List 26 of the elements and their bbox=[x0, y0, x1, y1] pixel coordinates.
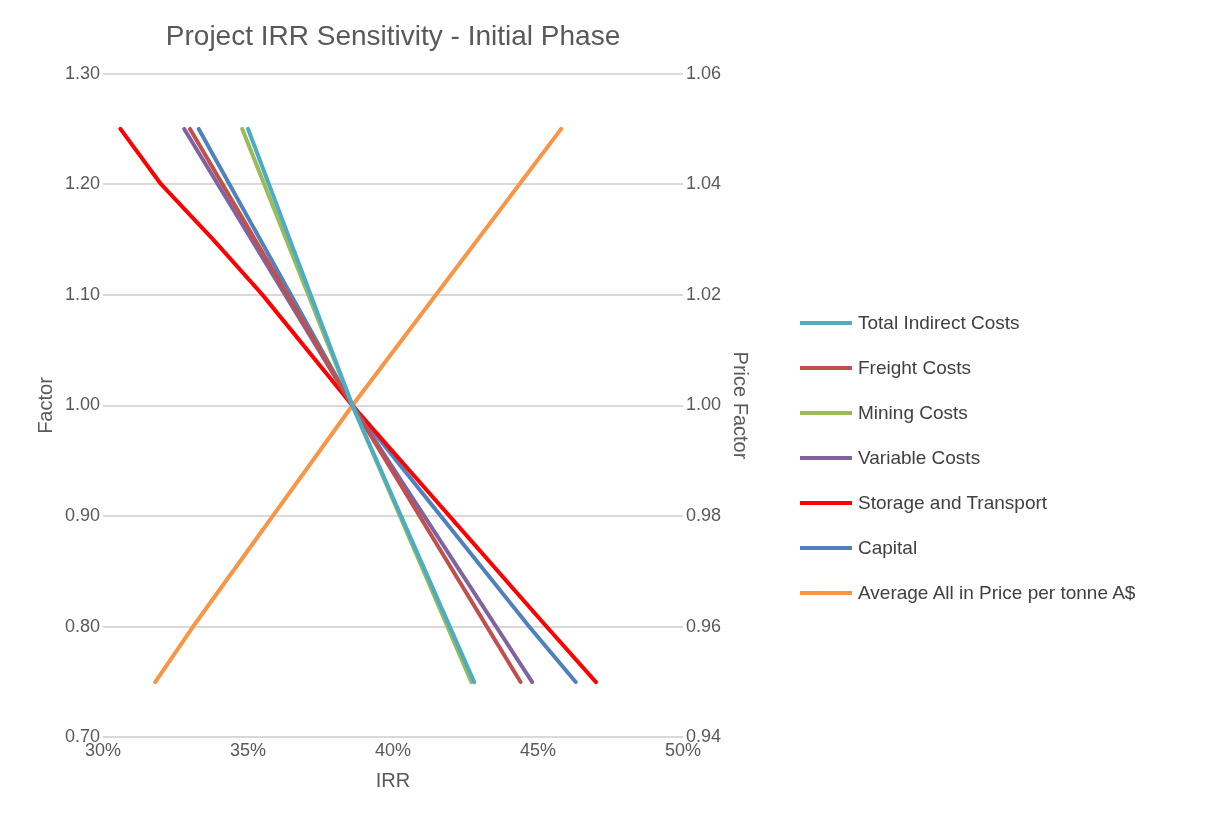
y-tick-label: 0.90 bbox=[64, 505, 101, 526]
legend-label: Capital bbox=[858, 536, 918, 559]
y-tick-label: 1.30 bbox=[64, 62, 101, 83]
x-tick-label: 40% bbox=[374, 740, 412, 761]
y2-tick-label: 0.98 bbox=[685, 505, 722, 526]
legend-label: Total Indirect Costs bbox=[858, 311, 1020, 334]
chart-title: Project IRR Sensitivity - Initial Phase bbox=[165, 19, 621, 51]
y-tick-label: 1.10 bbox=[64, 283, 101, 304]
y-tick-label: 1.20 bbox=[64, 173, 101, 194]
x-tick-label: 45% bbox=[519, 740, 556, 761]
y2-axis-title: Price Factor bbox=[730, 351, 753, 460]
y2-tick-label: 1.06 bbox=[685, 62, 722, 83]
y2-tick-label: 1.00 bbox=[685, 394, 722, 415]
legend-label: Storage and Transport bbox=[858, 491, 1048, 514]
legend-label: Variable Costs bbox=[858, 446, 981, 469]
y2-tick-label: 1.02 bbox=[685, 283, 722, 304]
x-tick-label: 35% bbox=[230, 740, 267, 761]
legend-label: Freight Costs bbox=[858, 356, 971, 379]
y2-tick-label: 0.96 bbox=[685, 615, 722, 636]
legend-label: Mining Costs bbox=[858, 401, 968, 424]
x-axis-title: IRR bbox=[375, 768, 411, 791]
y2-tick-label: 1.04 bbox=[685, 173, 722, 194]
legend-label: Average All in Price per tonne A$ bbox=[858, 581, 1136, 604]
y-tick-label: 0.80 bbox=[64, 615, 101, 636]
y-tick-label: 1.00 bbox=[64, 394, 101, 415]
y-axis-title: Factor bbox=[33, 376, 56, 434]
